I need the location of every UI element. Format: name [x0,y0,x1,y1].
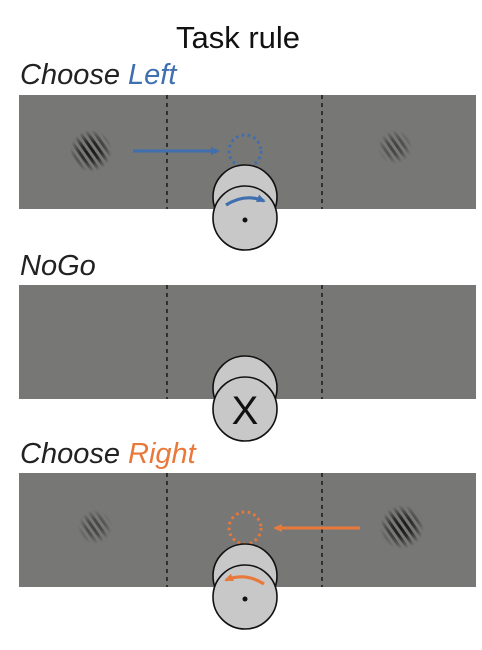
steering-wheel-icon-hold: X [212,355,278,442]
grating-right-weak [378,130,412,164]
turn-arrow-blue [225,194,266,207]
turn-arrow-orange [224,573,265,586]
label-highlight-right: Right [128,438,198,470]
label-highlight-left: Left [128,59,178,91]
steering-wheel-icon-turn-left [212,543,278,630]
panel-label-choose-right: Choose Right [20,438,198,470]
label-prefix: Choose [20,59,128,91]
nogo-x-mark: X [232,389,259,433]
panel-label-nogo: NoGo [20,250,96,282]
grating-left-strong [70,130,112,172]
grating-left-weak [78,510,112,544]
label-prefix: NoGo [20,250,96,282]
grating-right-strong [380,505,424,549]
diagram-title: Task rule [176,20,300,55]
steering-wheel-icon-turn-right [212,164,278,251]
panel-label-choose-left: Choose Left [20,59,178,91]
label-prefix: Choose [20,438,128,470]
